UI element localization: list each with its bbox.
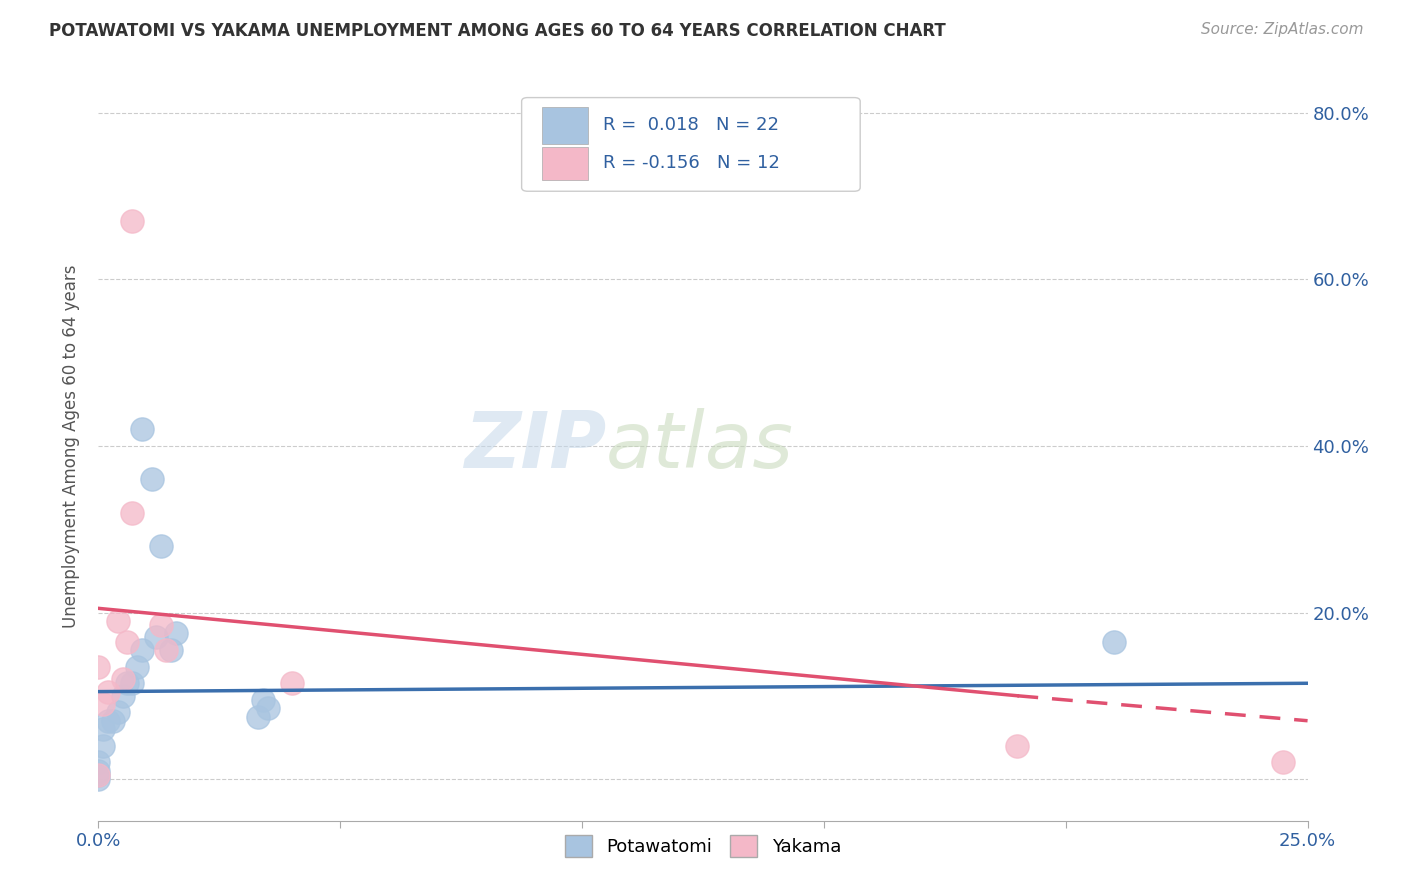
Point — [111, 672, 134, 686]
Point — [91, 739, 114, 753]
FancyBboxPatch shape — [543, 147, 588, 180]
FancyBboxPatch shape — [543, 107, 588, 145]
Text: R =  0.018   N = 22: R = 0.018 N = 22 — [603, 117, 779, 135]
Y-axis label: Unemployment Among Ages 60 to 64 years: Unemployment Among Ages 60 to 64 years — [62, 264, 80, 628]
Point — [91, 722, 114, 736]
Point — [1272, 756, 1295, 770]
Point — [97, 714, 120, 728]
Point — [281, 676, 304, 690]
Point — [111, 689, 134, 703]
Point — [91, 697, 114, 711]
Point — [145, 631, 167, 645]
Point — [117, 676, 139, 690]
Point — [121, 506, 143, 520]
Text: POTAWATOMI VS YAKAMA UNEMPLOYMENT AMONG AGES 60 TO 64 YEARS CORRELATION CHART: POTAWATOMI VS YAKAMA UNEMPLOYMENT AMONG … — [49, 22, 946, 40]
Point — [131, 422, 153, 436]
Point — [87, 772, 110, 786]
Text: R = -0.156   N = 12: R = -0.156 N = 12 — [603, 154, 779, 172]
Point — [1007, 739, 1029, 753]
Point — [121, 214, 143, 228]
Point — [247, 709, 270, 723]
Point — [87, 756, 110, 770]
Point — [87, 659, 110, 673]
Point — [121, 676, 143, 690]
Point — [1102, 634, 1125, 648]
Point — [150, 618, 173, 632]
Text: ZIP: ZIP — [464, 408, 606, 484]
Text: Source: ZipAtlas.com: Source: ZipAtlas.com — [1201, 22, 1364, 37]
Point — [131, 643, 153, 657]
Point — [87, 764, 110, 778]
Point — [160, 643, 183, 657]
FancyBboxPatch shape — [522, 97, 860, 191]
Point — [117, 634, 139, 648]
Point — [87, 768, 110, 782]
Point — [107, 706, 129, 720]
Text: atlas: atlas — [606, 408, 794, 484]
Point — [127, 659, 149, 673]
Point — [101, 714, 124, 728]
Point — [107, 614, 129, 628]
Point — [141, 472, 163, 486]
Point — [256, 701, 278, 715]
Point — [155, 643, 177, 657]
Point — [97, 684, 120, 698]
Point — [165, 626, 187, 640]
Point — [150, 539, 173, 553]
Point — [87, 768, 110, 782]
Point — [252, 693, 274, 707]
Legend: Potawatomi, Yakama: Potawatomi, Yakama — [558, 828, 848, 864]
